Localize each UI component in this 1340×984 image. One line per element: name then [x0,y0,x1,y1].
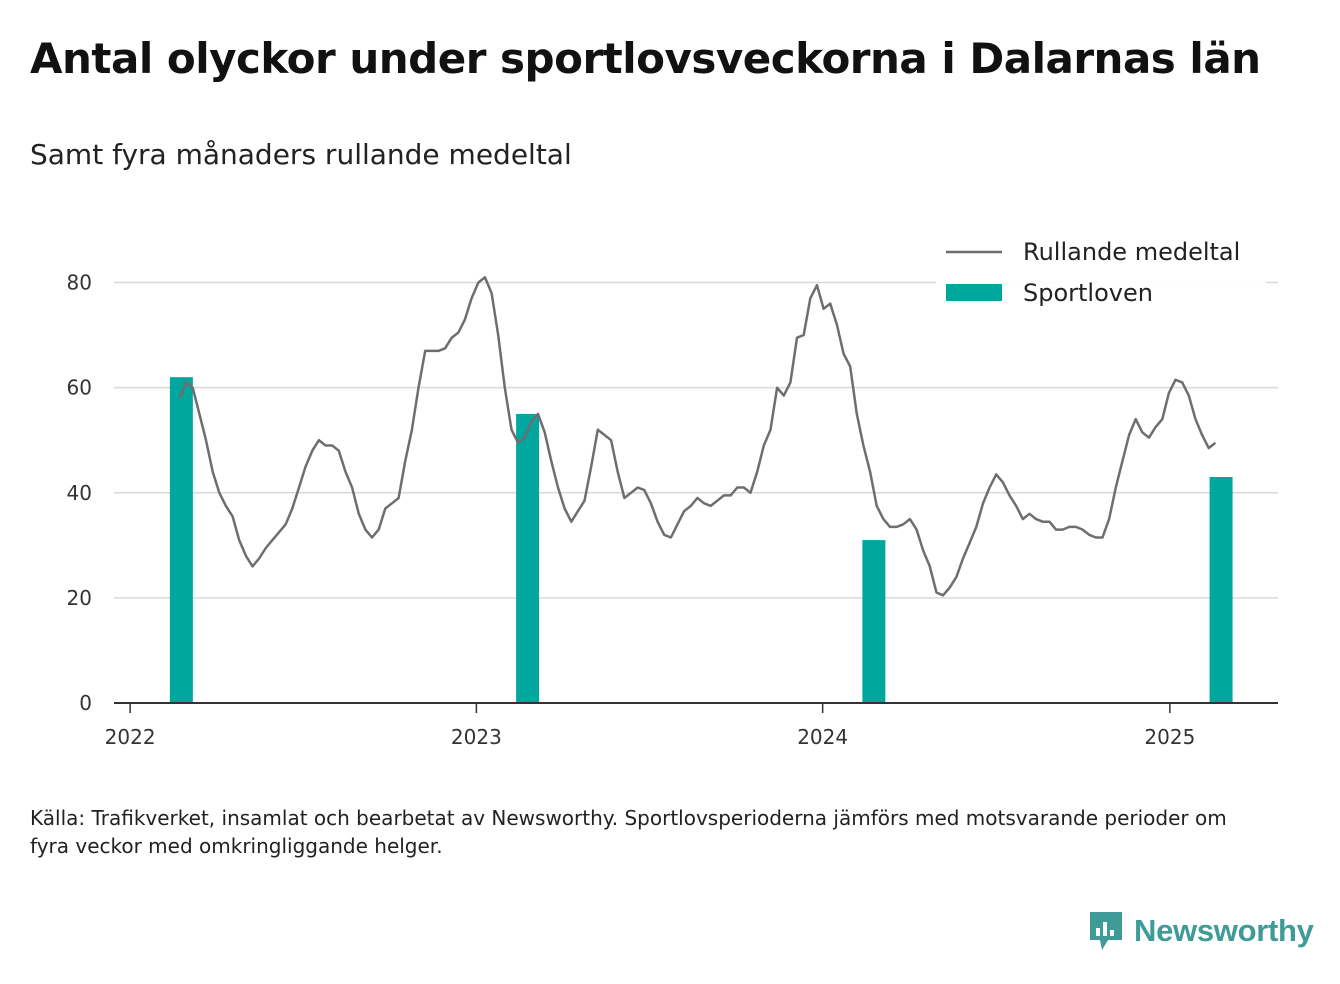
y-tick-label: 60 [67,376,92,400]
x-tick-label: 2024 [797,725,848,749]
bar-sportloven [169,377,193,703]
brand-name: Newsworthy [1134,913,1314,948]
legend-label-bar: Sportloven [1023,279,1153,307]
gridlines [114,281,1278,599]
bar-sportloven [516,413,540,703]
bar-sportloven [1209,477,1233,703]
chart-area: 0 20 40 60 80 2022 2023 2024 2025 Rullande medel… [66,232,1278,749]
axes: 0 20 40 60 80 2022 2023 2024 2025 [67,271,1278,749]
chart-subtitle: Samt fyra månaders rullande medeltal [30,138,572,171]
chart-title: Antal olyckor under sportlovsveckorna i … [30,34,1261,83]
x-tick-label: 2022 [105,725,156,749]
line-rullande-medeltal [178,276,1217,597]
y-tick-label: 80 [67,271,92,295]
legend-bar-swatch [946,284,1002,301]
brand: Newsworthy [1088,910,1314,952]
y-tick-label: 20 [67,586,92,610]
y-tick-label: 0 [79,691,92,715]
x-tick-label: 2023 [451,725,502,749]
bar-sportloven [862,540,886,703]
newsworthy-logo-icon [1090,912,1122,950]
legend-label-line: Rullande medeltal [1023,238,1240,266]
legend: Rullande medeltal Sportloven [936,232,1266,314]
y-tick-label: 40 [67,481,92,505]
bars [169,377,1233,703]
line-series [178,276,1217,597]
x-tick-label: 2025 [1144,725,1195,749]
source-note: Källa: Trafikverket, insamlat och bearbe… [30,806,1227,858]
